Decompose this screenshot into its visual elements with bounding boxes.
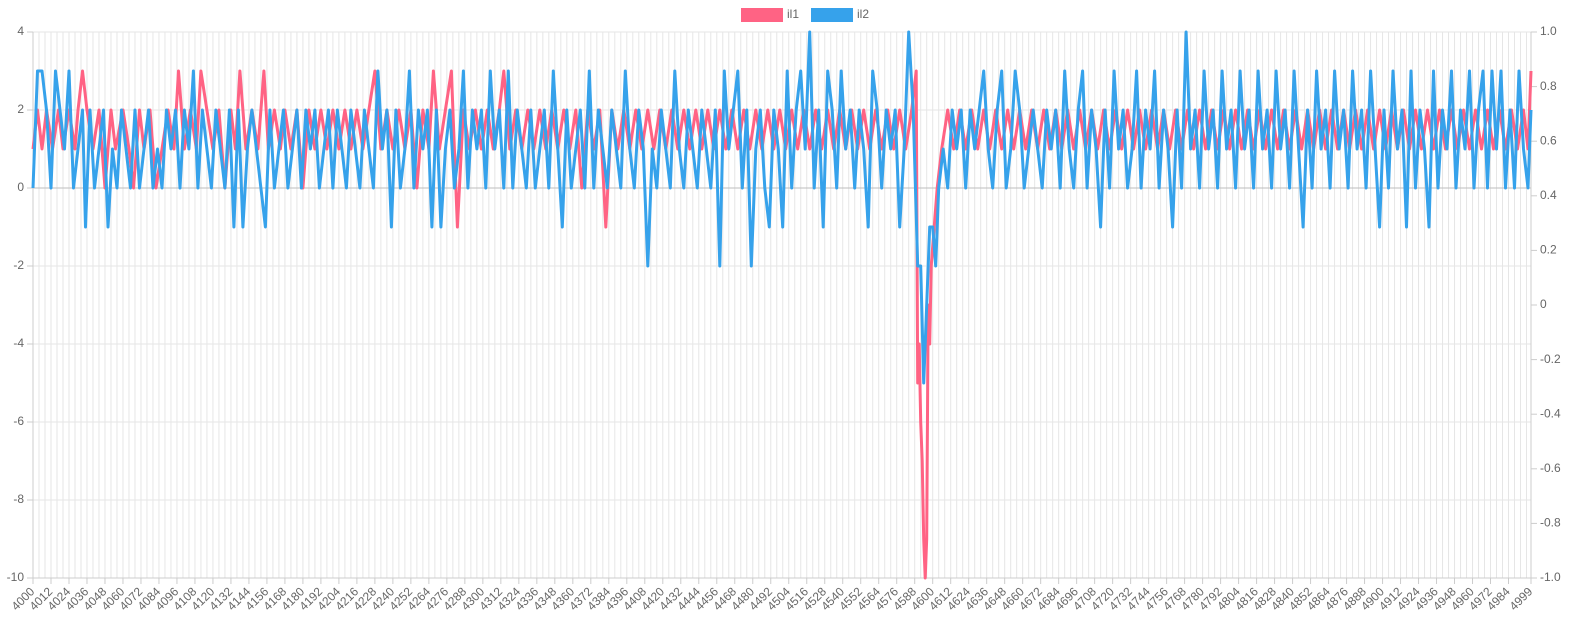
legend-label: il2 <box>857 7 869 21</box>
x-tick-label: 4999 <box>1507 584 1536 613</box>
y-right-tick-label: 0.8 <box>1540 79 1557 93</box>
y-right-tick-label: -0.2 <box>1540 352 1561 366</box>
y-right-tick-label: 0.6 <box>1540 133 1557 147</box>
y-left-tick-label: 4 <box>17 24 24 38</box>
legend-swatch <box>741 8 783 22</box>
y-right-tick-label: -0.6 <box>1540 461 1561 475</box>
legend-swatch <box>811 8 853 22</box>
legend-label: il1 <box>787 7 799 21</box>
y-right-tick-label: 0.4 <box>1540 188 1557 202</box>
series-line-il1 <box>31 69 1533 580</box>
series-line-il2 <box>31 30 1533 385</box>
y-left-tick-label: -6 <box>13 414 24 428</box>
y-right-tick-label: -0.8 <box>1540 516 1561 530</box>
y-left-tick-label: 2 <box>17 102 24 116</box>
legend-item-il1[interactable]: il1 <box>741 7 799 22</box>
y-right-tick-label: 0 <box>1540 297 1547 311</box>
y-right-tick-label: 0.2 <box>1540 243 1557 257</box>
y-right-tick-label: 1.0 <box>1540 24 1557 38</box>
legend[interactable]: il1 il2 <box>741 7 869 22</box>
y-right-tick-label: -1.0 <box>1540 570 1561 584</box>
y-left-tick-label: -4 <box>13 336 24 350</box>
y-left-tick-label: -8 <box>13 492 24 506</box>
legend-item-il2[interactable]: il2 <box>811 7 869 22</box>
y-left-tick-label: 0 <box>17 180 24 194</box>
y-right-tick-label: -0.4 <box>1540 406 1561 420</box>
y-left-tick-label: -10 <box>7 570 25 584</box>
series-lines <box>31 30 1533 580</box>
y-left-tick-label: -2 <box>13 258 24 272</box>
